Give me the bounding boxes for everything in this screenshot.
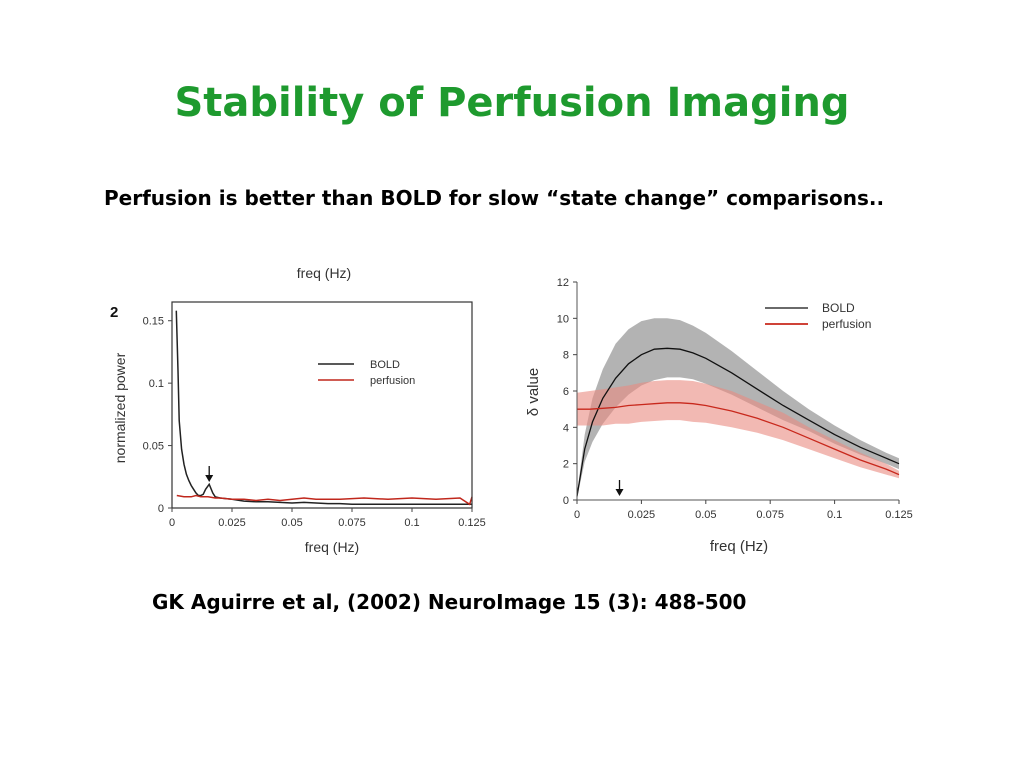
x-tick-label: 0.125 <box>458 517 486 529</box>
x-tick-label: 0.075 <box>756 509 784 521</box>
x-axis-label: freq (Hz) <box>305 539 359 555</box>
y-axis-label: δ value <box>525 368 542 416</box>
y-tick-label: 0.15 <box>143 316 164 328</box>
y-tick-label: 8 <box>563 350 569 362</box>
y-tick-label: 0 <box>158 503 164 515</box>
x-tick-label: 0 <box>574 509 580 521</box>
panel-label: 2 <box>110 304 118 321</box>
y-tick-label: 0 <box>563 495 569 507</box>
x-tick-label: 0.075 <box>338 517 366 529</box>
marker-arrow-head <box>205 475 214 482</box>
x-tick-label: 0.1 <box>404 517 419 529</box>
plot-area: 0 0.025 0.05 0.075 0.1 0.125 0 0.05 0.1 0.15 <box>143 301 486 529</box>
plot-area: 0 0.025 0.05 0.075 0.1 0.125 0 2 4 6 8 10 12 <box>557 277 913 521</box>
legend-label-bold: BOLD <box>822 301 855 315</box>
y-tick-label: 10 <box>557 313 569 325</box>
x-tick-label: 0.05 <box>695 509 716 521</box>
legend-label-bold: BOLD <box>370 359 400 371</box>
plot-frame <box>171 301 473 509</box>
x-tick-label: 0 <box>169 517 175 529</box>
x-tick-label: 0.025 <box>218 517 246 529</box>
y-tick-label: 2 <box>563 459 569 471</box>
chart-normalized-power: freq (Hz) 2 normalized power freq (Hz) 0… <box>110 265 486 555</box>
legend: BOLD perfusion <box>765 301 871 331</box>
chart-delta-value: δ value freq (Hz) 0 0.025 0.05 0.075 0.1 0.12… <box>525 277 913 555</box>
slide-subtitle: Perfusion is better than BOLD for slow “… <box>104 186 885 210</box>
y-tick-label: 12 <box>557 277 569 289</box>
x-tick-label: 0.125 <box>885 509 913 521</box>
y-tick-label: 4 <box>563 422 569 434</box>
x-axis-label: freq (Hz) <box>710 538 768 555</box>
chart-top-label: freq (Hz) <box>297 265 351 281</box>
slide-title: Stability of Perfusion Imaging <box>174 80 850 126</box>
y-tick-label: 0.05 <box>143 441 164 453</box>
citation: GK Aguirre et al, (2002) NeuroImage 15 (… <box>152 590 747 614</box>
series-line-bold <box>175 310 472 506</box>
confidence-band-perfusion <box>577 380 899 479</box>
series-line-perfusion <box>577 402 900 476</box>
marker-arrow-head <box>615 489 624 496</box>
x-tick-label: 0.025 <box>628 509 656 521</box>
legend: BOLD perfusion <box>318 359 415 387</box>
x-tick-label: 0.05 <box>281 517 302 529</box>
y-tick-label: 0.1 <box>149 378 164 390</box>
legend-label-perfusion: perfusion <box>822 317 871 331</box>
confidence-band-bold <box>577 318 899 499</box>
y-tick-label: 6 <box>563 386 569 398</box>
legend-label-perfusion: perfusion <box>370 375 415 387</box>
y-axis-label: normalized power <box>112 352 128 463</box>
series-line-bold <box>576 347 900 497</box>
x-tick-label: 0.1 <box>827 509 842 521</box>
series-line-perfusion <box>176 494 473 506</box>
